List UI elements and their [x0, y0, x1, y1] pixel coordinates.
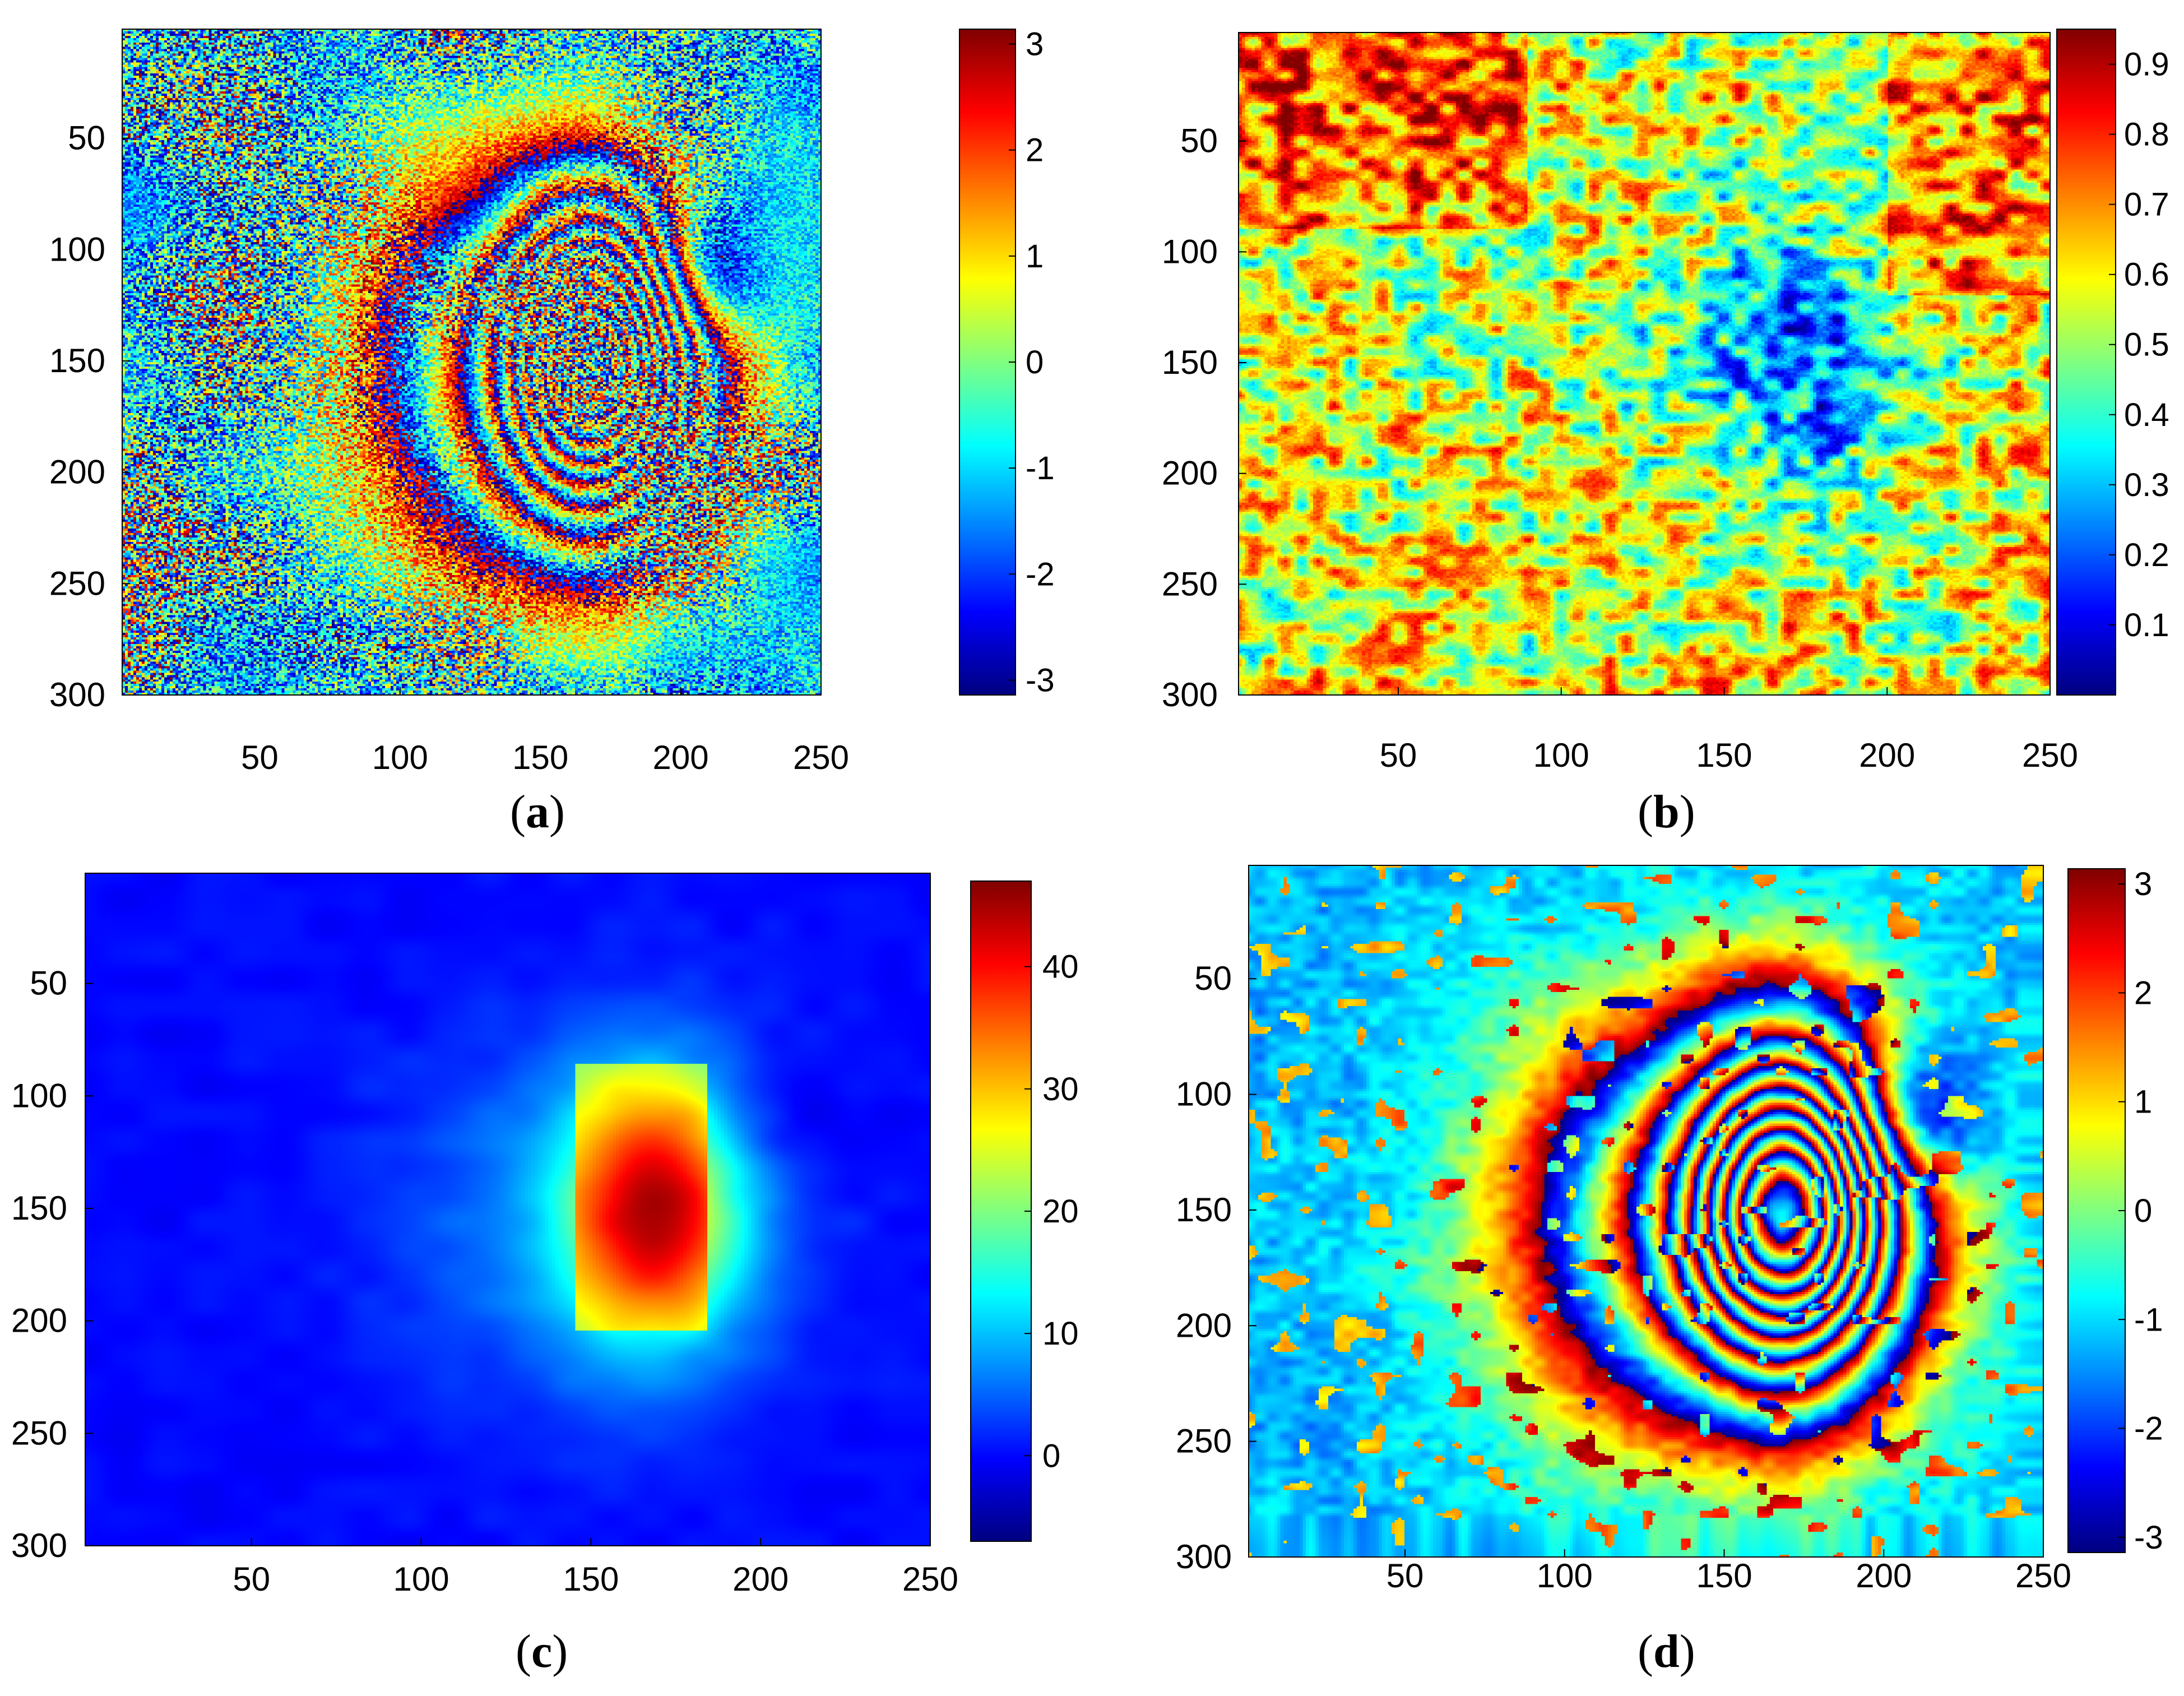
y-tick-label-d: 200: [1176, 1306, 1232, 1344]
y-tick-label-d: 300: [1176, 1538, 1232, 1575]
colorbar-tick-label-b: 0.6: [2124, 257, 2169, 293]
colorbar-tick-label-c: 30: [1042, 1071, 1079, 1108]
x-tick-label-c: 250: [902, 1560, 958, 1598]
colorbar-tick-label-d: 1: [2134, 1084, 2152, 1120]
colorbar-tick-label-d: -3: [2134, 1519, 2163, 1556]
y-tick-label-c: 300: [11, 1527, 67, 1564]
caption-a: (a): [510, 786, 565, 838]
colorbar-tick-label-b: 0.4: [2124, 397, 2169, 433]
y-tick-label-c: 200: [11, 1302, 67, 1340]
y-tick-label-a: 150: [49, 342, 105, 379]
colorbar-tick-label-b: 0.1: [2124, 607, 2169, 643]
y-tick-label-a: 250: [49, 564, 105, 602]
colorbar-tick-label-b: 0.8: [2124, 117, 2169, 153]
y-tick-label-d: 250: [1176, 1422, 1232, 1460]
colorbar-tick-label-c: 40: [1042, 949, 1079, 985]
x-tick-label-b: 250: [2022, 736, 2078, 774]
colorbar-tick-label-d: 2: [2134, 975, 2152, 1011]
panel-b: 50 100 150 200 250 50 100 150 200 250 300 0.9 0.8 0.7…: [1162, 29, 2169, 774]
x-tick-label-c: 150: [563, 1560, 619, 1598]
colorbar-c: [970, 881, 1032, 1542]
x-tick-label-d: 200: [1856, 1557, 1912, 1595]
x-tick-label-a: 50: [241, 739, 279, 776]
x-tick-label-d: 50: [1387, 1557, 1424, 1595]
colorbar-tick-label-b: 0.3: [2124, 467, 2169, 503]
caption-b: (b): [1638, 786, 1695, 838]
plot-frame-d: [1248, 865, 2044, 1558]
colorbar-tick-label-b: 0.2: [2124, 537, 2169, 573]
y-tick-label-b: 300: [1162, 676, 1218, 713]
y-tick-label-c: 150: [11, 1189, 67, 1227]
colorbar-tick-label-b: 0.9: [2124, 47, 2169, 83]
colorbar-b: [2056, 29, 2116, 696]
colorbar-tick-label-b: 0.5: [2124, 327, 2169, 363]
y-tick-label-b: 200: [1162, 455, 1218, 492]
x-tick-label-b: 100: [1533, 736, 1589, 774]
x-tick-label-b: 150: [1696, 736, 1752, 774]
heatmap-image-d: [1249, 865, 2043, 1557]
colorbar-a: [959, 29, 1016, 696]
x-tick-label-a: 200: [653, 739, 709, 776]
panel-d: 50 100 150 200 250 50 100 150 200 250 300 3 2 1 0 -1 -2 -…: [1176, 865, 2163, 1595]
x-tick-label-b: 200: [1859, 736, 1915, 774]
y-tick-label-a: 200: [49, 453, 105, 491]
x-tick-label-c: 50: [233, 1560, 270, 1598]
colorbar-tick-label-a: 3: [1026, 26, 1044, 62]
colorbar-d: [2067, 868, 2126, 1553]
y-tick-label-c: 250: [11, 1414, 67, 1452]
x-tick-label-a: 250: [793, 739, 849, 776]
colorbar-tick-label-d: 0: [2134, 1193, 2152, 1229]
colorbar-tick-label-a: -2: [1026, 556, 1055, 592]
caption-d: (d): [1638, 1625, 1695, 1678]
plot-frame-a: [122, 29, 822, 696]
heatmap-image-c: [85, 873, 930, 1546]
y-tick-label-b: 100: [1162, 233, 1218, 270]
colorbar-tick-label-a: -1: [1026, 450, 1055, 486]
y-tick-label-a: 300: [49, 676, 105, 713]
colorbar-tick-label-a: 0: [1026, 344, 1044, 381]
y-tick-label-c: 50: [30, 965, 67, 1002]
panel-a: 50 100 150 200 250 50 100 150 200 250 300 3 2 1 0 -1 -2 -…: [49, 26, 1055, 776]
y-tick-label-d: 150: [1176, 1191, 1232, 1229]
colorbar-tick-label-d: 3: [2134, 866, 2152, 902]
x-tick-label-d: 100: [1537, 1557, 1593, 1595]
x-tick-label-c: 200: [732, 1560, 789, 1598]
colorbar-tick-label-c: 10: [1042, 1315, 1079, 1352]
colorbar-tick-label-c: 20: [1042, 1193, 1079, 1230]
y-tick-label-a: 100: [49, 230, 105, 268]
x-tick-label-a: 150: [512, 739, 568, 776]
heatmap-image-b: [1239, 33, 2050, 695]
colorbar-tick-label-a: -3: [1026, 662, 1055, 699]
x-tick-label-a: 100: [372, 739, 428, 776]
y-tick-label-b: 50: [1180, 122, 1218, 160]
y-tick-label-b: 250: [1162, 565, 1218, 603]
plot-frame-b: [1238, 32, 2051, 696]
x-tick-label-b: 50: [1380, 736, 1417, 774]
x-tick-label-d: 250: [2015, 1557, 2071, 1595]
colorbar-tick-label-a: 1: [1026, 238, 1044, 275]
colorbar-tick-label-a: 2: [1026, 132, 1044, 169]
colorbar-tick-label-d: -1: [2134, 1301, 2163, 1338]
colorbar-tick-label-b: 0.7: [2124, 187, 2169, 223]
caption-c: (c): [516, 1625, 568, 1678]
y-tick-label-b: 150: [1162, 344, 1218, 381]
plot-frame-c: [85, 873, 931, 1546]
x-tick-label-d: 150: [1696, 1557, 1752, 1595]
x-tick-label-c: 100: [393, 1560, 449, 1598]
y-tick-label-c: 100: [11, 1077, 67, 1114]
colorbar-tick-label-c: 0: [1042, 1438, 1060, 1474]
y-tick-label-d: 50: [1194, 960, 1232, 997]
heatmap-image-a: [122, 29, 821, 695]
y-tick-label-a: 50: [68, 119, 105, 157]
colorbar-tick-label-d: -2: [2134, 1411, 2163, 1447]
y-tick-label-d: 100: [1176, 1076, 1232, 1113]
